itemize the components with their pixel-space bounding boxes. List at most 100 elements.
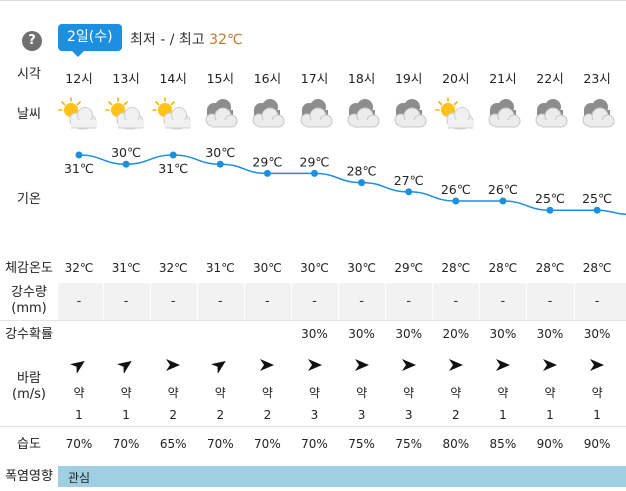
label-wind-line1: 바람 (17, 371, 41, 386)
rain-amount-value: - (359, 294, 364, 309)
feels-like-value: 30℃ (347, 261, 376, 275)
feels-like-value: 30℃ (253, 261, 282, 275)
northeast-arrow-icon (211, 357, 229, 374)
temperature-point (216, 160, 224, 168)
rain-amount-value: - (547, 294, 553, 309)
wind-strength-value: 약 (167, 386, 179, 400)
label-weather: 날씨 (17, 107, 41, 122)
rain-band-separator (290, 283, 292, 320)
feels-like-value: 32℃ (64, 261, 94, 275)
rain-amount-value: - (312, 294, 317, 309)
wind-speed-value: 3 (404, 408, 413, 422)
wind-strength-value: 약 (261, 386, 273, 400)
cloudy-icon (340, 96, 384, 132)
label-feels-like: 체감온도 (5, 261, 53, 276)
temperature-label: 29℃ (252, 154, 282, 169)
cloudy-icon (387, 96, 431, 132)
temperature-label: 26℃ (488, 182, 518, 197)
label-heat-impact: 폭염영향 (5, 469, 53, 484)
minmax-separator: / (169, 32, 175, 48)
east-arrow-icon (541, 357, 559, 373)
rain-amount-value: - (123, 294, 129, 309)
temperature-point (75, 151, 83, 159)
rain-amount-value: - (76, 294, 82, 309)
temperature-label: 30℃ (111, 145, 141, 160)
partly-sunny-icon (434, 96, 478, 132)
east-arrow-icon (494, 357, 512, 373)
east-arrow-icon (258, 357, 276, 373)
temperature-point (169, 151, 177, 159)
humidity-value: 70% (254, 437, 281, 451)
date-badge[interactable]: 2일(수) (58, 24, 122, 57)
wind-strength-value: 약 (403, 386, 415, 400)
rain-probability-value: 30% (348, 327, 375, 341)
wind-strength-value: 약 (214, 386, 226, 400)
rain-band-separator (385, 283, 387, 320)
label-time: 시각 (17, 67, 41, 82)
partly-sunny-icon (57, 96, 101, 132)
wind-speed-value: 2 (263, 408, 272, 422)
rain-amount-value: - (265, 294, 270, 309)
temperature-point (122, 160, 130, 168)
rain-band-separator (338, 283, 340, 320)
humidity-value: 85% (489, 437, 517, 451)
temperature-point (405, 188, 413, 196)
rain-amount-value: - (594, 294, 600, 309)
label-wind-line2: (m/s) (12, 387, 46, 402)
help-button[interactable]: ? (22, 31, 42, 51)
humidity-value: 70% (301, 437, 328, 451)
wind-strength-value: 약 (450, 386, 462, 400)
wind-strength-value: 약 (308, 386, 321, 400)
temperature-point (452, 197, 460, 205)
max-value: 32℃ (209, 32, 243, 48)
northeast-arrow-icon (116, 357, 135, 374)
temperature-label: 28℃ (347, 164, 377, 179)
temperature-label: 29℃ (300, 154, 330, 169)
rain-amount-value: - (500, 294, 506, 309)
partly-sunny-icon (104, 96, 148, 132)
temperature-point (311, 169, 318, 177)
hour-label: 14시 (159, 71, 187, 86)
feels-like-value: 28℃ (441, 261, 471, 275)
rain-band-separator (479, 283, 481, 320)
hour-label: 17시 (300, 71, 329, 86)
heat-impact-level: 관심 (68, 471, 91, 485)
cloudy-icon (293, 96, 337, 132)
hour-label: 12시 (65, 71, 93, 86)
temperature-point (263, 169, 271, 177)
rain-amount-value: - (217, 294, 223, 309)
row-divider (0, 320, 626, 321)
label-wind: 바람 (m/s) (0, 371, 58, 403)
label-rain-probability: 강수확률 (5, 327, 53, 342)
humidity-value: 65% (159, 437, 187, 451)
rain-band-separator (196, 283, 198, 320)
wind-strength-value: 약 (591, 386, 603, 400)
rain-amount-value: - (453, 294, 459, 309)
temperature-point (358, 179, 366, 187)
rain-band-separator (526, 283, 528, 320)
rain-band-separator (149, 283, 151, 320)
rain-amount-band (58, 283, 626, 320)
feels-like-value: 30℃ (300, 261, 329, 275)
hour-label: 20시 (442, 71, 470, 86)
label-rain-amount-line2: (mm) (11, 301, 47, 316)
humidity-value: 75% (348, 437, 375, 451)
wind-speed-value: 1 (499, 408, 507, 422)
humidity-value: 70% (65, 437, 93, 451)
east-arrow-icon (164, 357, 182, 373)
temperature-label: 30℃ (205, 145, 235, 160)
rain-band-separator (102, 283, 104, 320)
temperature-label: 26℃ (441, 182, 471, 197)
humidity-value: 70% (206, 437, 234, 451)
humidity-value: 90% (536, 437, 564, 451)
temperature-label: 25℃ (582, 191, 612, 206)
temperature-point (593, 206, 601, 214)
wind-speed-value: 3 (310, 408, 319, 422)
partly-sunny-icon (151, 96, 195, 132)
temperature-point (499, 197, 507, 205)
rain-band-separator (573, 283, 575, 320)
wind-strength-value: 약 (120, 386, 132, 400)
label-temperature: 기온 (17, 192, 41, 207)
rain-band-separator (432, 283, 434, 320)
east-arrow-icon (353, 357, 371, 373)
